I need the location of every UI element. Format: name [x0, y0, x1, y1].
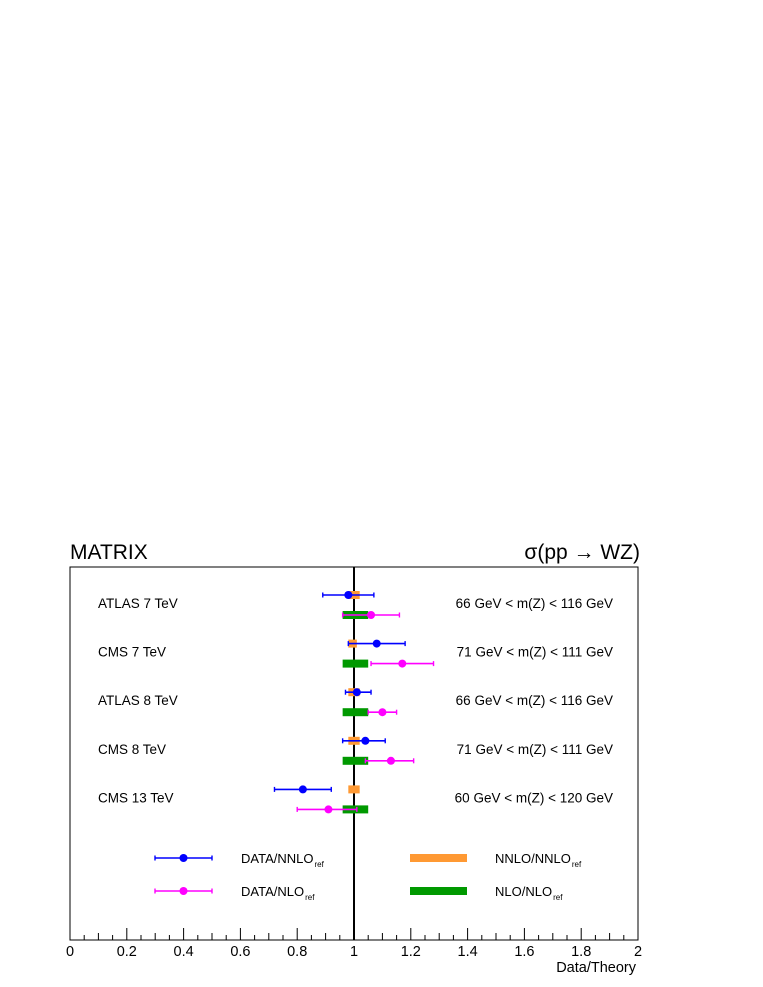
nnlo-band — [348, 785, 360, 794]
mass-window-label: 71 GeV < m(Z) < 111 GeV — [457, 645, 613, 660]
legend-entry: NNLO/NNLO ref — [410, 851, 582, 869]
legend-entry: NLO/NLO ref — [410, 884, 563, 902]
experiment-label: ATLAS 8 TeV — [98, 693, 178, 708]
measurement-group: CMS 7 TeV 71 GeV < m(Z) < 111 GeV — [98, 639, 613, 668]
nlo-band — [342, 756, 369, 765]
x-tick-label: 1.6 — [514, 944, 534, 960]
legend-band — [410, 854, 467, 862]
x-tick-label: 1.2 — [401, 944, 421, 960]
chart-header-left: MATRIX — [70, 541, 148, 564]
experiment-label: CMS 8 TeV — [98, 742, 166, 757]
data_nlo-point — [324, 805, 333, 814]
legend-label-subscript: ref — [305, 893, 315, 902]
chart-header-right: σ(pp → WZ) — [524, 541, 640, 564]
mass-window-label: 71 GeV < m(Z) < 111 GeV — [457, 742, 613, 757]
x-tick-label: 2 — [634, 944, 642, 960]
data_nnlo-point — [361, 736, 370, 745]
x-tick-label: 0.8 — [287, 944, 307, 960]
legend-label: DATA/NLO — [241, 884, 304, 899]
measurement-group: ATLAS 7 TeV 66 GeV < m(Z) < 116 GeV — [98, 591, 613, 619]
mass-window-label: 66 GeV < m(Z) < 116 GeV — [456, 693, 613, 708]
legend-label: NLO/NLO — [495, 884, 552, 899]
legend-marker — [179, 887, 188, 895]
measurement-group: CMS 8 TeV 71 GeV < m(Z) < 111 GeV — [98, 736, 613, 765]
x-axis-label: Data/Theory — [556, 960, 637, 976]
data_nlo-point — [398, 659, 407, 668]
experiment-label: CMS 7 TeV — [98, 645, 166, 660]
x-tick-label: 1 — [350, 944, 358, 960]
legend-label-subscript: ref — [572, 860, 582, 869]
legend-label: DATA/NNLO — [241, 851, 313, 866]
legend-label-subscript: ref — [553, 893, 563, 902]
nlo-band — [342, 708, 369, 717]
data_nnlo-point — [352, 688, 361, 697]
x-tick-label: 0.6 — [230, 944, 250, 960]
legend-marker — [179, 854, 188, 862]
data_nlo-point — [378, 708, 387, 717]
data_nlo-point — [367, 611, 376, 619]
x-tick-label: 0 — [66, 944, 74, 960]
legend-band — [410, 887, 467, 895]
mass-window-label: 66 GeV < m(Z) < 116 GeV — [456, 596, 613, 611]
data_nlo-point — [386, 756, 395, 765]
legend-entry: DATA/NLO ref — [154, 884, 315, 902]
x-tick-label: 0.2 — [117, 944, 137, 960]
x-tick-label: 1.8 — [571, 944, 591, 960]
experiment-label: ATLAS 7 TeV — [98, 596, 178, 611]
data_nnlo-point — [372, 639, 381, 648]
mass-window-label: 60 GeV < m(Z) < 120 GeV — [455, 790, 613, 805]
x-tick-label: 0.4 — [174, 944, 194, 960]
x-tick-label: 1.4 — [458, 944, 478, 960]
experiment-label: CMS 13 TeV — [98, 790, 174, 805]
data_nnlo-point — [344, 591, 353, 599]
legend-label-subscript: ref — [314, 860, 324, 869]
legend-entry: DATA/NNLO ref — [154, 851, 325, 869]
measurement-group: ATLAS 8 TeV 66 GeV < m(Z) < 116 GeV — [98, 688, 613, 717]
measurement-group: CMS 13 TeV 60 GeV < m(Z) < 120 GeV — [98, 785, 613, 814]
data_nnlo-point — [298, 785, 307, 794]
legend-label: NNLO/NNLO — [495, 851, 571, 866]
nlo-band — [342, 659, 369, 668]
